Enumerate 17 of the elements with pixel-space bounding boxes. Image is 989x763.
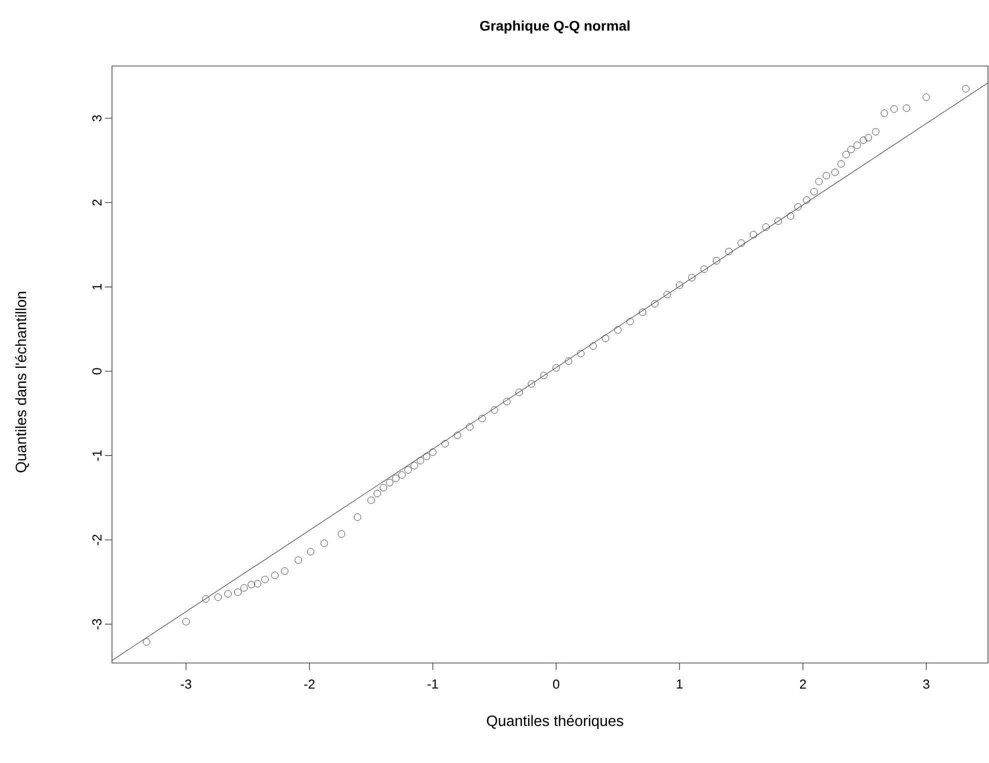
x-tick-label: -3 <box>180 680 192 689</box>
y-tick-label: -1 <box>92 450 102 461</box>
y-tick-label: 0 <box>92 368 102 374</box>
y-axis-title: Quantiles dans l'échantillon <box>15 292 29 472</box>
y-tick-label: 3 <box>92 115 102 122</box>
y-tick-label: -2 <box>92 534 102 546</box>
x-tick-label: 2 <box>800 680 806 689</box>
y-tick-label: 2 <box>92 200 102 206</box>
x-axis-title: Quantiles théoriques <box>486 714 624 730</box>
x-tick-label: 0 <box>553 680 560 689</box>
x-tick-label: 3 <box>923 680 930 689</box>
x-tick-label: -2 <box>304 680 315 689</box>
y-tick-label: -3 <box>92 618 102 630</box>
y-tick-label: 1 <box>92 284 102 290</box>
x-tick-label: -1 <box>428 680 438 688</box>
chart-title: Graphique Q-Q normal <box>480 20 630 34</box>
x-tick-label: 1 <box>676 680 683 688</box>
